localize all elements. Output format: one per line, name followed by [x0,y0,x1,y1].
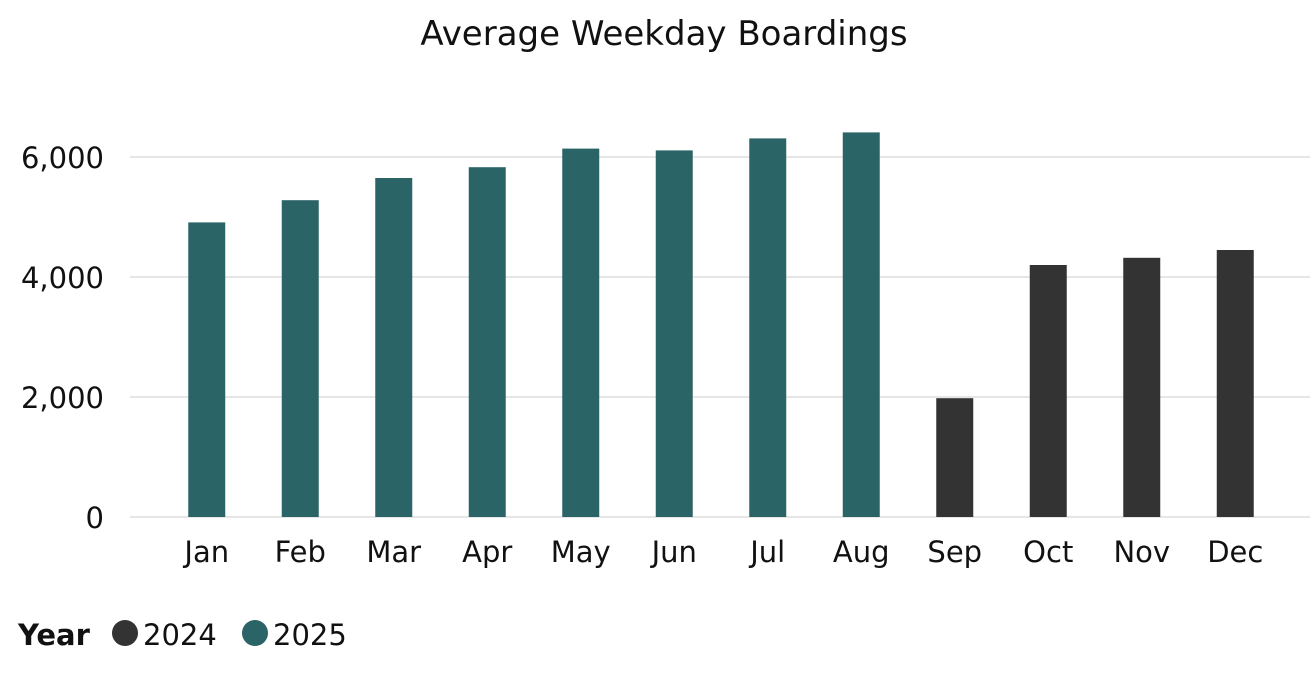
bar-2025-May [562,148,600,517]
legend: Year 2024 2025 [17,618,347,652]
bar-2025-Aug [842,132,880,517]
x-tick-label: Jun [650,535,697,569]
x-tick-label: Oct [1023,535,1073,569]
bar-2024-Nov [1123,257,1161,517]
bar-2025-Jan [188,222,226,517]
x-tick-label: Nov [1113,535,1170,569]
x-tick-label: Apr [462,535,512,569]
x-axis-tick-labels: Jan Feb Mar Apr May Jun Jul Aug Sep Oct Nov Dec [182,535,1263,569]
x-tick-label: Mar [366,535,421,569]
legend-label-2025: 2025 [273,618,347,652]
chart-title: Average Weekday Boardings [420,14,907,54]
bar-2025-Feb [281,200,319,517]
bars [188,132,1254,517]
legend-label-2024: 2024 [143,618,217,652]
y-axis-tick-labels: 0 2,000 4,000 6,000 [21,141,104,535]
bar-2024-Oct [1029,265,1067,517]
x-tick-label: Dec [1207,535,1263,569]
y-tick-label: 6,000 [21,141,104,175]
bar-2024-Dec [1216,250,1254,517]
y-tick-label: 4,000 [21,261,104,295]
legend-title: Year [17,618,91,652]
y-tick-label: 0 [86,501,104,535]
x-tick-label: Feb [275,535,326,569]
y-tick-label: 2,000 [21,381,104,415]
x-tick-label: Sep [927,535,982,569]
x-tick-label: Jan [182,535,229,569]
x-tick-label: May [551,535,611,569]
legend-marker-2025 [242,620,268,646]
bar-2025-Mar [375,178,413,517]
bar-2025-Jun [655,150,693,517]
x-tick-label: Jul [748,535,785,569]
bar-2025-Jul [749,138,787,517]
gridlines [130,156,1310,518]
legend-marker-2024 [112,620,138,646]
bar-2025-Apr [468,167,506,517]
x-tick-label: Aug [833,535,890,569]
bar-2024-Sep [936,398,974,517]
